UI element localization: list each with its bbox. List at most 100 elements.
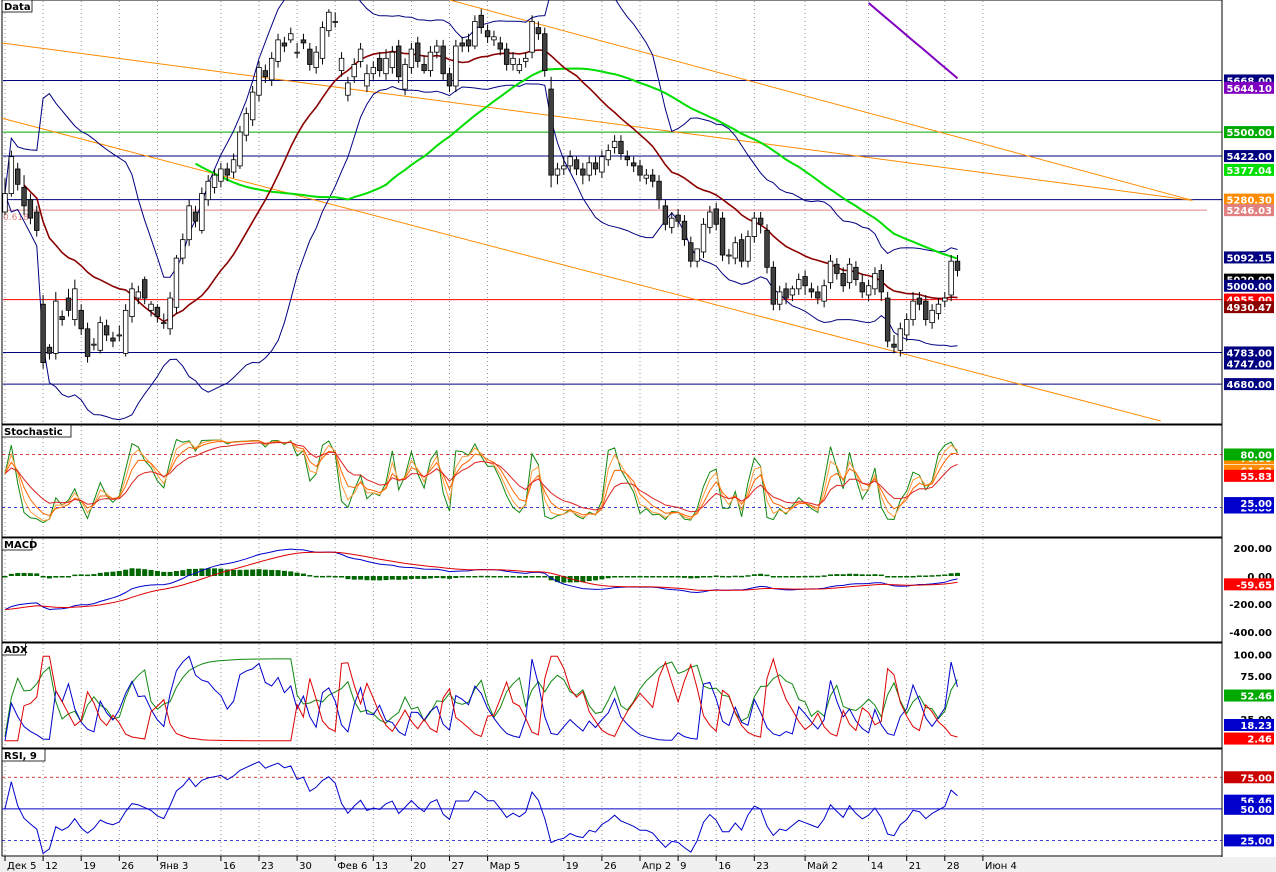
- level-value: 50.00: [1240, 805, 1272, 816]
- macd-bar: [662, 576, 668, 578]
- panel-title-box: [1, 748, 46, 762]
- macd-bar: [161, 571, 167, 576]
- candle-down: [459, 42, 465, 47]
- macd-bar: [726, 576, 732, 578]
- candle-up: [370, 67, 376, 75]
- candle-up: [319, 27, 326, 59]
- candle-up: [2, 193, 8, 213]
- panel-title: MACD: [4, 540, 37, 551]
- level-box: [1224, 469, 1274, 482]
- candle-up: [726, 254, 732, 257]
- macd-bar: [840, 574, 846, 576]
- candle-up: [897, 328, 904, 351]
- level-box: [1224, 689, 1274, 702]
- level-label: 5092.15: [1224, 251, 1274, 264]
- macd-bar: [802, 575, 808, 578]
- candle-down: [262, 70, 269, 78]
- candle-up: [611, 140, 618, 148]
- macd-bar: [675, 576, 681, 578]
- candle-up: [789, 288, 796, 296]
- candle-up: [453, 45, 459, 87]
- macd-bar: [269, 569, 275, 576]
- level-box: [1224, 497, 1274, 510]
- macd-bar: [193, 568, 198, 576]
- candle-up: [268, 57, 275, 81]
- candle-up: [364, 73, 370, 87]
- level-box: [1224, 193, 1274, 206]
- macd-bar: [847, 573, 853, 576]
- panel-frame: [1, 748, 1223, 857]
- candle-up: [510, 57, 516, 65]
- macd-bar: [142, 569, 148, 576]
- level-box: [1224, 150, 1274, 163]
- macd-bar: [897, 576, 903, 578]
- level-value: 5422.00: [1226, 152, 1272, 163]
- panel-title-box: [1, 0, 33, 13]
- macd-bar: [237, 569, 243, 576]
- axis-tick-label: 200.00: [1233, 544, 1272, 555]
- macd-bar: [116, 570, 122, 576]
- macd-bar: [104, 572, 110, 576]
- macd-bar: [643, 576, 649, 578]
- macd-bar: [904, 576, 910, 578]
- panel-frame: [1, 642, 1223, 749]
- candle-up: [357, 48, 364, 62]
- x-tick-label: Янв 3: [159, 861, 188, 872]
- candle-up: [586, 162, 592, 176]
- macd-bar: [167, 571, 173, 576]
- macd-bar: [396, 576, 402, 580]
- macd-bar: [40, 576, 46, 578]
- macd-bar: [777, 576, 783, 578]
- macd-bar: [561, 576, 567, 583]
- macd-bar: [59, 576, 65, 578]
- macd-bar: [307, 575, 313, 577]
- candle-down: [637, 165, 643, 176]
- candle-up: [129, 288, 135, 317]
- macd-bar: [491, 576, 497, 578]
- x-tick-label: 12: [45, 861, 58, 872]
- candle-down: [764, 230, 770, 268]
- candle-down: [713, 208, 719, 225]
- macd-bar: [783, 576, 789, 578]
- macd-bar: [300, 573, 306, 576]
- adx-line: [4, 658, 958, 737]
- trend-channel-upper-a: [1, 42, 1193, 201]
- level-label: 4747.00: [1224, 357, 1274, 371]
- candle-down: [592, 162, 599, 170]
- x-tick-label: 26: [121, 861, 134, 872]
- candle-down: [40, 303, 46, 364]
- macd-bar: [21, 572, 27, 576]
- axis-tick-label: -400.00: [1229, 628, 1272, 639]
- macd-bar: [770, 576, 776, 578]
- candle-up: [351, 64, 357, 78]
- level-value: 5644.10: [1226, 84, 1272, 95]
- macd-bar: [358, 576, 364, 580]
- macd-bar: [605, 576, 611, 579]
- panel-frame: [1, 0, 1223, 425]
- macd-bar: [828, 574, 833, 576]
- candle-up: [434, 45, 440, 53]
- candle-up: [288, 33, 294, 41]
- candles: [2, 9, 961, 369]
- macd-bar: [866, 574, 872, 576]
- x-tick-label: 19: [83, 861, 96, 872]
- level-box: [1224, 834, 1274, 847]
- macd-bar: [224, 569, 230, 576]
- macd-bar: [739, 575, 745, 578]
- candle-up: [275, 39, 281, 62]
- rsi-line: [4, 761, 958, 855]
- macd-bar: [923, 575, 929, 577]
- macd-bar: [434, 576, 440, 578]
- candle-up: [72, 288, 78, 320]
- x-tick-label: 16: [223, 861, 236, 872]
- candle-down: [853, 266, 859, 281]
- macd-bar: [681, 576, 687, 578]
- candle-up: [777, 291, 783, 305]
- level-box: [1224, 251, 1274, 264]
- level-box: [1224, 126, 1274, 139]
- candle-down: [624, 156, 630, 161]
- candle-up: [599, 156, 605, 173]
- macd-bar: [567, 576, 573, 583]
- x-tick-label: 27: [452, 861, 465, 872]
- x-axis: Дек 5 12 19 26 Янв 3 16 23 30 Фев 6 13 20 27 Мар 5 19…: [0, 856, 1276, 872]
